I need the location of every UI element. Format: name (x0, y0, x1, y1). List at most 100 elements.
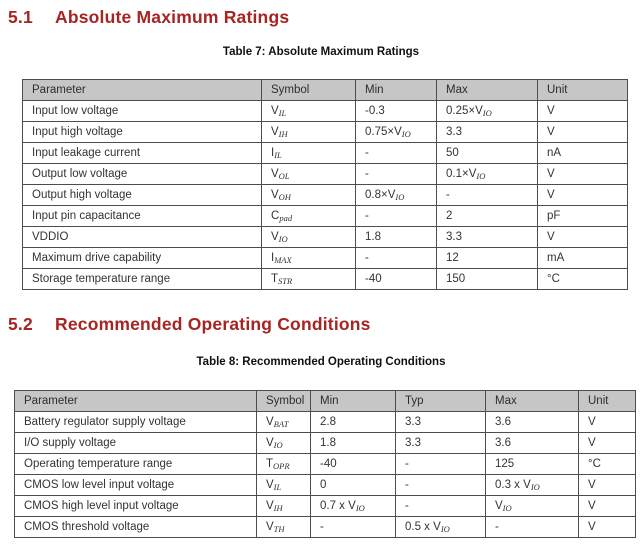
table-cell: -40 (355, 268, 437, 290)
table-cell: V (537, 121, 628, 143)
table-cell: V (537, 100, 628, 122)
table-row: Output low voltage VOL -0.1×VIO V (22, 163, 628, 185)
table-cell: Battery regulator supply voltage (14, 411, 257, 433)
table-cell: VIO (256, 432, 311, 454)
table-cell: 3.3 (436, 121, 538, 143)
column-header: Unit (578, 390, 636, 412)
table-cell: CMOS threshold voltage (14, 516, 257, 538)
table-row: Input high voltage VIH 0.75×VIO 3.3 V (22, 121, 628, 143)
table-cell: 0.1×VIO (436, 163, 538, 185)
table-cell: VIH (256, 495, 311, 517)
table-cell: VBAT (256, 411, 311, 433)
table-caption: Table 7: Absolute Maximum Ratings (222, 46, 420, 58)
table-cell: 0.8×VIO (355, 184, 437, 206)
table-cell: mA (537, 247, 628, 269)
absolute-maximum-ratings-table: Parameter Symbol Min Max Unit Input low volta… (22, 79, 628, 290)
table-cell: TSTR (261, 268, 356, 290)
table-cell: - (436, 184, 538, 206)
table-cell: °C (578, 453, 636, 475)
section-title: Absolute Maximum Ratings (55, 7, 290, 27)
subscript: MAX (274, 255, 292, 265)
column-header: Symbol (256, 390, 311, 412)
subscript: IO (440, 524, 450, 534)
table-cell: - (310, 516, 396, 538)
subscript: OH (278, 192, 291, 202)
section-recommended-operating-conditions: 5.2 Recommended Operating Conditions Tabl… (0, 314, 642, 538)
table-cell: Operating temperature range (14, 453, 257, 475)
column-header: Parameter (14, 390, 257, 412)
table-cell: VTH (256, 516, 311, 538)
table-cell: Input high voltage (22, 121, 262, 143)
table-row: Input low voltage VIL -0.3 0.25×VIO V (22, 100, 628, 122)
table-cell: VIH (261, 121, 356, 143)
column-header: Min (310, 390, 396, 412)
table-cell: VIL (261, 100, 356, 122)
table-row: CMOS threshold voltage VTH -0.5 x VIO - V (14, 516, 636, 538)
table-header-row: Parameter Symbol Min Typ Max Unit (14, 390, 636, 412)
column-header: Max (485, 390, 579, 412)
table-cell: 0.75×VIO (355, 121, 437, 143)
table-cell: V (578, 495, 636, 517)
column-header: Max (436, 79, 538, 101)
table-cell: V (537, 163, 628, 185)
table-cell: 1.8 (310, 432, 396, 454)
table-row: Operating temperature range TOPR -40-125 °C (14, 453, 636, 475)
document-page: 5.1 Absolute Maximum Ratings Table 7: Abs… (0, 7, 642, 547)
section-heading: 5.2 Recommended Operating Conditions (8, 314, 642, 334)
table-cell: 2.8 (310, 411, 396, 433)
section-number: 5.2 (8, 314, 33, 334)
table-row: Input leakage current IIL -50 nA (22, 142, 628, 164)
table-cell: V (537, 184, 628, 206)
table-cell: pF (537, 205, 628, 227)
table-cell: °C (537, 268, 628, 290)
table-row: I/O supply voltage VIO 1.8 3.3 3.6 V (14, 432, 636, 454)
table-cell: 0 (310, 474, 396, 496)
table-cell: VIO (485, 495, 579, 517)
table-header-row: Parameter Symbol Min Max Unit (22, 79, 628, 101)
subscript: IO (278, 234, 288, 244)
table-cell: 12 (436, 247, 538, 269)
subscript: pad (279, 213, 293, 223)
table-cell: - (395, 495, 486, 517)
table-cell: CMOS low level input voltage (14, 474, 257, 496)
table-cell: Input leakage current (22, 142, 262, 164)
section-number: 5.1 (8, 7, 33, 27)
section-absolute-maximum-ratings: 5.1 Absolute Maximum Ratings Table 7: Abs… (0, 7, 642, 290)
subscript: IO (355, 503, 365, 513)
subscript: IO (395, 192, 405, 202)
column-header: Symbol (261, 79, 356, 101)
table-cell: V (578, 411, 636, 433)
table-row: Input pin capacitance Cpad -2 pF (22, 205, 628, 227)
table-cell: - (355, 142, 437, 164)
table-cell: V (537, 226, 628, 248)
table-cell: V (578, 474, 636, 496)
table-caption: Table 8: Recommended Operating Condition… (196, 356, 446, 368)
column-header: Typ (395, 390, 486, 412)
table-row: VDDIO VIO 1.8 3.3 V (22, 226, 628, 248)
table-cell: - (485, 516, 579, 538)
table-cell: 0.5 x VIO (395, 516, 486, 538)
table-cell: VOH (261, 184, 356, 206)
table-cell: 0.7 x VIO (310, 495, 396, 517)
subscript: IL (274, 150, 282, 160)
table-cell: CMOS high level input voltage (14, 495, 257, 517)
table-cell: IIL (261, 142, 356, 164)
table-cell: 2 (436, 205, 538, 227)
subscript: IO (273, 440, 283, 450)
table-cell: Output high voltage (22, 184, 262, 206)
table-row: CMOS high level input voltage VIH 0.7 x VI… (14, 495, 636, 517)
section-heading: 5.1 Absolute Maximum Ratings (8, 7, 642, 27)
subscript: IH (278, 129, 288, 139)
table-cell: Input low voltage (22, 100, 262, 122)
table-cell: 3.6 (485, 432, 579, 454)
table-cell: Cpad (261, 205, 356, 227)
table-cell: VOL (261, 163, 356, 185)
table-cell: nA (537, 142, 628, 164)
table-cell: Storage temperature range (22, 268, 262, 290)
table-cell: - (355, 247, 437, 269)
subscript: IO (502, 503, 512, 513)
subscript: IO (482, 108, 492, 118)
table-row: Maximum drive capability IMAX -12 mA (22, 247, 628, 269)
table-cell: - (395, 453, 486, 475)
table-cell: - (395, 474, 486, 496)
